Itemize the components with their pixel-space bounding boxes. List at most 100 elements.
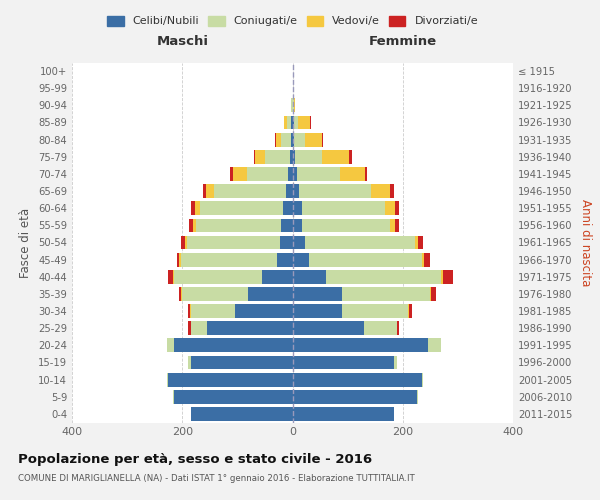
Bar — [340, 167, 365, 181]
Bar — [293, 304, 342, 318]
Bar — [342, 287, 430, 301]
Bar — [395, 218, 400, 232]
Bar — [290, 150, 293, 164]
Bar — [293, 202, 302, 215]
Y-axis label: Anni di nascita: Anni di nascita — [579, 199, 592, 286]
Bar — [169, 373, 293, 386]
Bar — [310, 116, 311, 130]
Bar — [418, 236, 423, 250]
Bar — [182, 287, 248, 301]
Bar — [174, 270, 262, 283]
Bar — [305, 236, 415, 250]
Bar — [422, 253, 424, 266]
Bar — [385, 202, 395, 215]
Bar — [293, 150, 295, 164]
Bar — [295, 150, 322, 164]
Bar — [207, 322, 293, 335]
Bar — [280, 236, 293, 250]
Bar — [430, 287, 431, 301]
Legend: Celibi/Nubili, Coniugati/e, Vedovi/e, Divorziati/e: Celibi/Nubili, Coniugati/e, Vedovi/e, Di… — [104, 12, 481, 29]
Bar — [293, 253, 309, 266]
Bar — [293, 356, 394, 370]
Bar — [389, 218, 395, 232]
Bar — [293, 133, 294, 146]
Bar — [193, 218, 196, 232]
Text: Popolazione per età, sesso e stato civile - 2016: Popolazione per età, sesso e stato civil… — [18, 452, 372, 466]
Bar — [177, 253, 179, 266]
Bar — [390, 184, 394, 198]
Bar — [174, 338, 293, 352]
Bar — [365, 167, 367, 181]
Bar — [431, 287, 436, 301]
Y-axis label: Fasce di età: Fasce di età — [19, 208, 32, 278]
Bar — [422, 373, 423, 386]
Bar — [174, 390, 293, 404]
Bar — [397, 322, 399, 335]
Bar — [292, 133, 293, 146]
Bar — [277, 253, 293, 266]
Bar — [230, 167, 233, 181]
Bar — [349, 150, 352, 164]
Bar — [395, 202, 400, 215]
Bar — [200, 202, 283, 215]
Bar — [276, 133, 281, 146]
Bar — [173, 270, 174, 283]
Bar — [293, 184, 299, 198]
Bar — [191, 356, 293, 370]
Bar — [196, 218, 281, 232]
Bar — [292, 116, 293, 130]
Bar — [247, 167, 288, 181]
Bar — [179, 253, 181, 266]
Bar — [292, 98, 293, 112]
Bar — [322, 133, 323, 146]
Bar — [293, 218, 302, 232]
Bar — [281, 218, 293, 232]
Bar — [181, 253, 277, 266]
Bar — [191, 202, 196, 215]
Bar — [189, 218, 193, 232]
Bar — [181, 236, 185, 250]
Bar — [309, 253, 422, 266]
Bar — [293, 338, 428, 352]
Bar — [262, 270, 293, 283]
Text: Femmine: Femmine — [368, 35, 437, 48]
Bar — [191, 304, 235, 318]
Bar — [287, 116, 292, 130]
Bar — [293, 322, 364, 335]
Bar — [299, 184, 371, 198]
Bar — [233, 167, 247, 181]
Bar — [254, 150, 255, 164]
Bar — [293, 373, 422, 386]
Bar — [265, 150, 290, 164]
Bar — [342, 304, 408, 318]
Bar — [191, 322, 207, 335]
Bar — [185, 236, 187, 250]
Bar — [302, 202, 385, 215]
Bar — [179, 287, 181, 301]
Bar — [196, 202, 200, 215]
Bar — [293, 390, 416, 404]
Bar — [188, 322, 191, 335]
Bar — [167, 373, 169, 386]
Bar — [293, 270, 326, 283]
Bar — [286, 184, 293, 198]
Bar — [297, 167, 340, 181]
Bar — [416, 390, 418, 404]
Bar — [443, 270, 453, 283]
Bar — [293, 287, 342, 301]
Bar — [302, 218, 389, 232]
Bar — [394, 356, 397, 370]
Bar — [288, 167, 293, 181]
Bar — [203, 184, 206, 198]
Bar — [191, 407, 293, 421]
Bar — [173, 390, 174, 404]
Bar — [293, 236, 305, 250]
Bar — [409, 304, 412, 318]
Bar — [188, 356, 191, 370]
Bar — [206, 184, 214, 198]
Bar — [415, 236, 418, 250]
Bar — [167, 338, 174, 352]
Bar — [169, 270, 173, 283]
Bar — [293, 116, 298, 130]
Bar — [235, 304, 293, 318]
